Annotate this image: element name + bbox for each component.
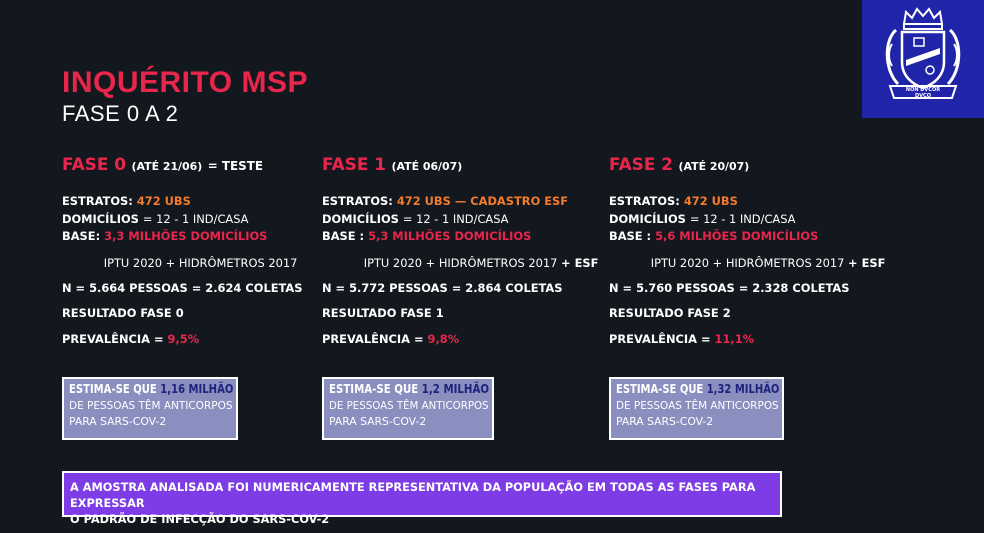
estimate-value: 1,32 MILHÃO	[706, 382, 780, 396]
households-line: DOMICÍLIOS = 12 - 1 IND/CASA	[62, 211, 249, 226]
prevalence-line: PREVALÊNCIA = 11,1%	[609, 331, 755, 346]
households-value: = 12 - 1 IND/CASA	[689, 211, 796, 226]
logo-motto: NON DVCOR DVCO	[905, 87, 941, 99]
phase-name: FASE 0	[62, 155, 126, 175]
sample-count: N = 5.664 PESSOAS = 2.624 COLETAS	[62, 280, 303, 295]
phase-title: FASE 1 (ATÉ 06/07)	[322, 155, 600, 177]
iptu-line: IPTU 2020 + HIDRÔMETROS 2017 + ESF	[650, 255, 886, 270]
phase-column-1: FASE 1 (ATÉ 06/07) ESTRATOS: 472 UBS — C…	[322, 155, 602, 348]
page-title: INQUÉRITO MSP	[62, 66, 308, 99]
iptu-line: IPTU 2020 + HIDRÔMETROS 2017 + ESF	[363, 255, 599, 270]
estimate-value: 1,16 MILHÃO	[160, 382, 234, 396]
base-line: BASE : 5,6 MILHÕES DOMICÍLIOS	[609, 229, 819, 243]
estimate-box-0: ESTIMA-SE QUE 1,16 MILHÃO DE PESSOAS TÊM…	[62, 377, 238, 440]
households-line: DOMICÍLIOS = 12 - 1 IND/CASA	[609, 211, 796, 226]
footer-line-1: A AMOSTRA ANALISADA FOI NUMERICAMENTE RE…	[70, 480, 756, 510]
city-coat-of-arms-icon	[885, 7, 961, 99]
result-label: RESULTADO FASE 2	[609, 306, 731, 320]
iptu-line: IPTU 2020 + HIDRÔMETROS 2017	[103, 255, 298, 270]
base-line: BASE: 3,3 MILHÕES DOMICÍLIOS	[62, 229, 268, 243]
phase-title: FASE 0 (ATÉ 21/06) = TESTE	[62, 155, 340, 177]
strata-line: ESTRATOS: 472 UBS — CADASTRO ESF	[322, 194, 569, 208]
strata-line: ESTRATOS: 472 UBS	[62, 194, 191, 208]
phase-name: FASE 1	[322, 155, 386, 175]
estimate-value: 1,2 MILHÃO	[421, 382, 490, 396]
logo: NON DVCOR DVCO	[862, 0, 984, 118]
phase-date: (ATÉ 06/07)	[391, 160, 463, 173]
base-value: 3,3 MILHÕES DOMICÍLIOS	[104, 229, 268, 243]
households-value: = 12 - 1 IND/CASA	[142, 211, 249, 226]
estimate-box-1: ESTIMA-SE QUE 1,2 MILHÃO DE PESSOAS TÊM …	[322, 377, 494, 440]
base-value: 5,6 MILHÕES DOMICÍLIOS	[655, 229, 819, 243]
result-label: RESULTADO FASE 0	[62, 306, 184, 320]
phase-column-2: FASE 2 (ATÉ 20/07) ESTRATOS: 472 UBS DOM…	[609, 155, 889, 348]
sample-count: N = 5.772 PESSOAS = 2.864 COLETAS	[322, 280, 563, 295]
estimate-box-2: ESTIMA-SE QUE 1,32 MILHÃO DE PESSOAS TÊM…	[609, 377, 784, 440]
prevalence-value: 9,5%	[167, 331, 200, 346]
base-line: BASE : 5,3 MILHÕES DOMICÍLIOS	[322, 229, 532, 243]
phase-name: FASE 2	[609, 155, 673, 175]
households-value: = 12 - 1 IND/CASA	[402, 211, 509, 226]
footer-line-2: O PADRÃO DE INFECÇÃO DO SARS-COV-2	[70, 512, 330, 526]
prevalence-value: 9,8%	[427, 331, 460, 346]
phase-title: FASE 2 (ATÉ 20/07)	[609, 155, 887, 177]
strata-value: 472 UBS	[683, 194, 738, 208]
phase-date: (ATÉ 20/07)	[678, 160, 750, 173]
prevalence-line: PREVALÊNCIA = 9,8%	[322, 331, 460, 346]
phase-date: (ATÉ 21/06)	[131, 160, 203, 173]
base-value: 5,3 MILHÕES DOMICÍLIOS	[368, 229, 532, 243]
strata-value: 472 UBS	[136, 194, 191, 208]
phase-column-0: FASE 0 (ATÉ 21/06) = TESTE ESTRATOS: 472…	[62, 155, 342, 348]
sample-count: N = 5.760 PESSOAS = 2.328 COLETAS	[609, 280, 850, 295]
result-label: RESULTADO FASE 1	[322, 306, 444, 320]
phase-extra: = TESTE	[207, 159, 264, 173]
strata-line: ESTRATOS: 472 UBS	[609, 194, 738, 208]
households-line: DOMICÍLIOS = 12 - 1 IND/CASA	[322, 211, 509, 226]
prevalence-line: PREVALÊNCIA = 9,5%	[62, 331, 200, 346]
prevalence-value: 11,1%	[714, 331, 755, 346]
footer-note: A AMOSTRA ANALISADA FOI NUMERICAMENTE RE…	[62, 471, 782, 526]
strata-value: 472 UBS — CADASTRO ESF	[396, 194, 569, 208]
page-subtitle: FASE 0 A 2	[62, 101, 179, 126]
